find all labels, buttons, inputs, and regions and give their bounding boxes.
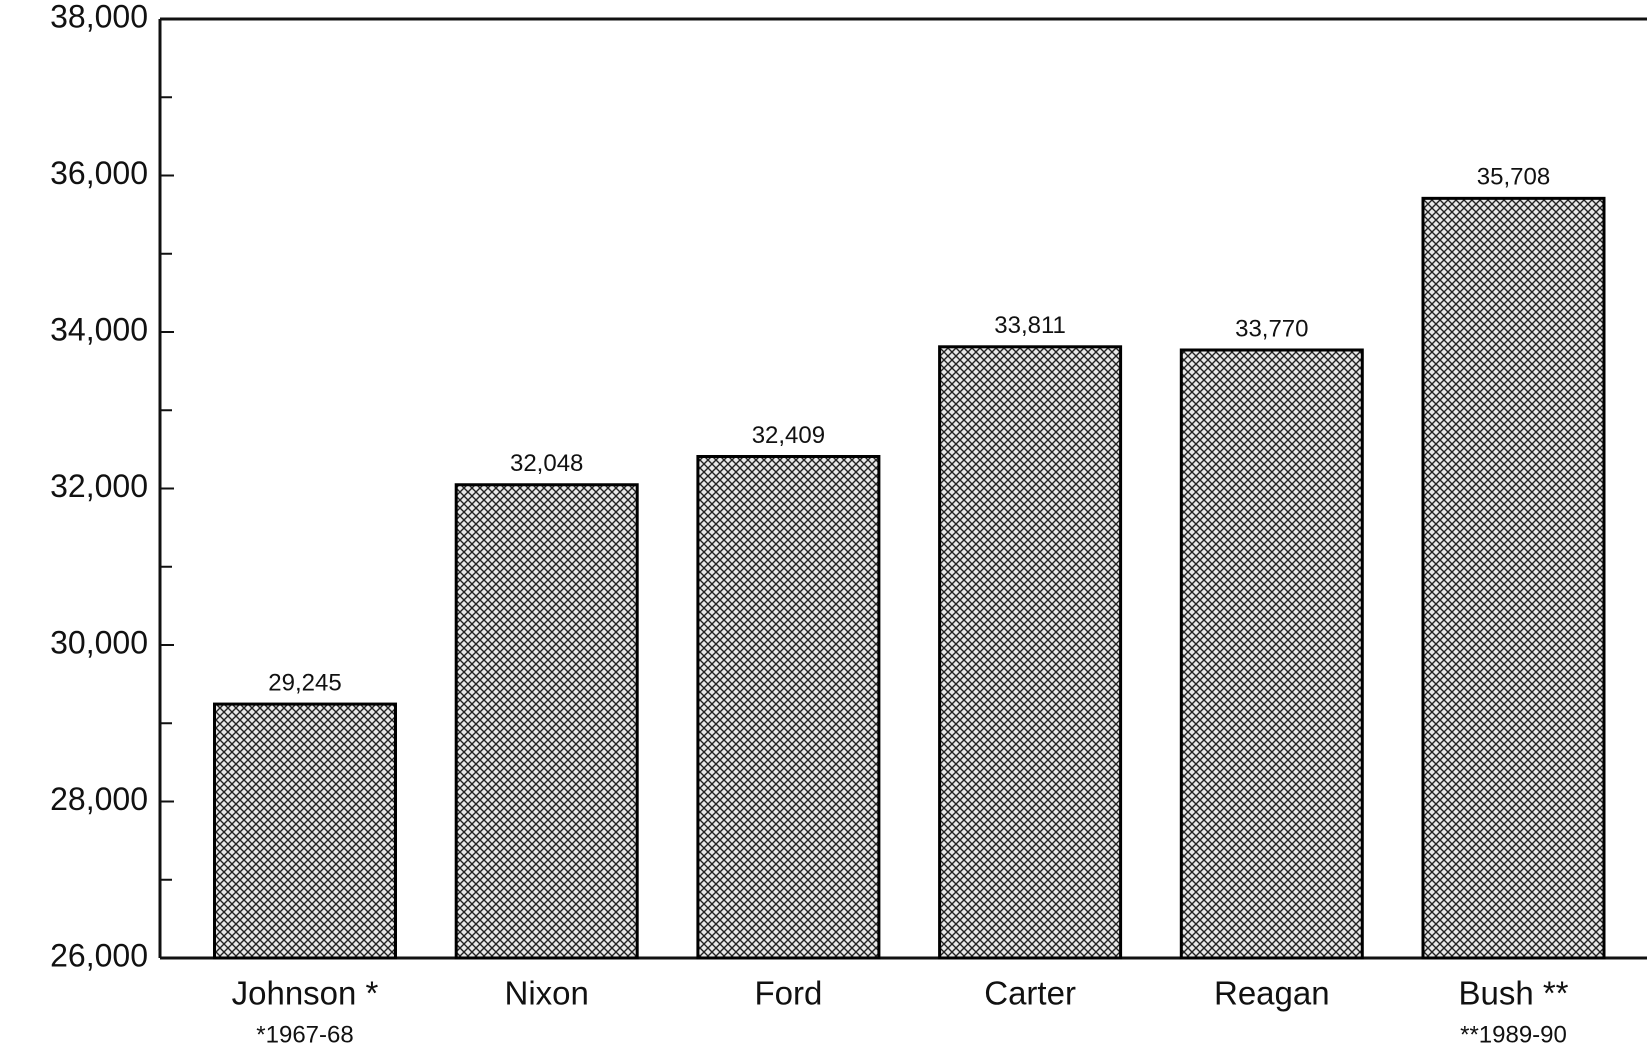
y-tick-label: 30,000 bbox=[50, 624, 148, 660]
x-tick-label: Nixon bbox=[505, 975, 589, 1012]
x-tick-label: Carter bbox=[984, 975, 1076, 1012]
bar bbox=[1421, 196, 1606, 960]
x-tick-label: Reagan bbox=[1214, 975, 1330, 1012]
bar bbox=[1179, 348, 1364, 960]
y-tick-label: 32,000 bbox=[50, 468, 148, 504]
value-label: 35,708 bbox=[1477, 164, 1550, 191]
x-tick-label: Bush ** bbox=[1458, 975, 1568, 1012]
x-tick-label: Ford bbox=[754, 975, 822, 1012]
value-label: 29,245 bbox=[268, 669, 341, 696]
y-tick-label: 38,000 bbox=[50, 0, 148, 34]
y-tick-label: 28,000 bbox=[50, 781, 148, 817]
x-sublabel: **1989-90 bbox=[1460, 1021, 1567, 1048]
bar bbox=[696, 454, 881, 960]
y-tick-label: 36,000 bbox=[50, 155, 148, 191]
value-label: 33,770 bbox=[1235, 315, 1308, 342]
value-label: 32,409 bbox=[752, 422, 825, 449]
value-label: 33,811 bbox=[994, 312, 1066, 339]
bar bbox=[213, 702, 397, 960]
value-label: 32,048 bbox=[510, 450, 583, 477]
x-sublabel: *1967-68 bbox=[256, 1021, 353, 1048]
bar bbox=[454, 483, 639, 960]
bar bbox=[938, 345, 1123, 960]
x-tick-label: Johnson * bbox=[232, 975, 379, 1012]
y-tick-label: 34,000 bbox=[50, 311, 148, 347]
y-tick-label: 26,000 bbox=[50, 937, 148, 973]
